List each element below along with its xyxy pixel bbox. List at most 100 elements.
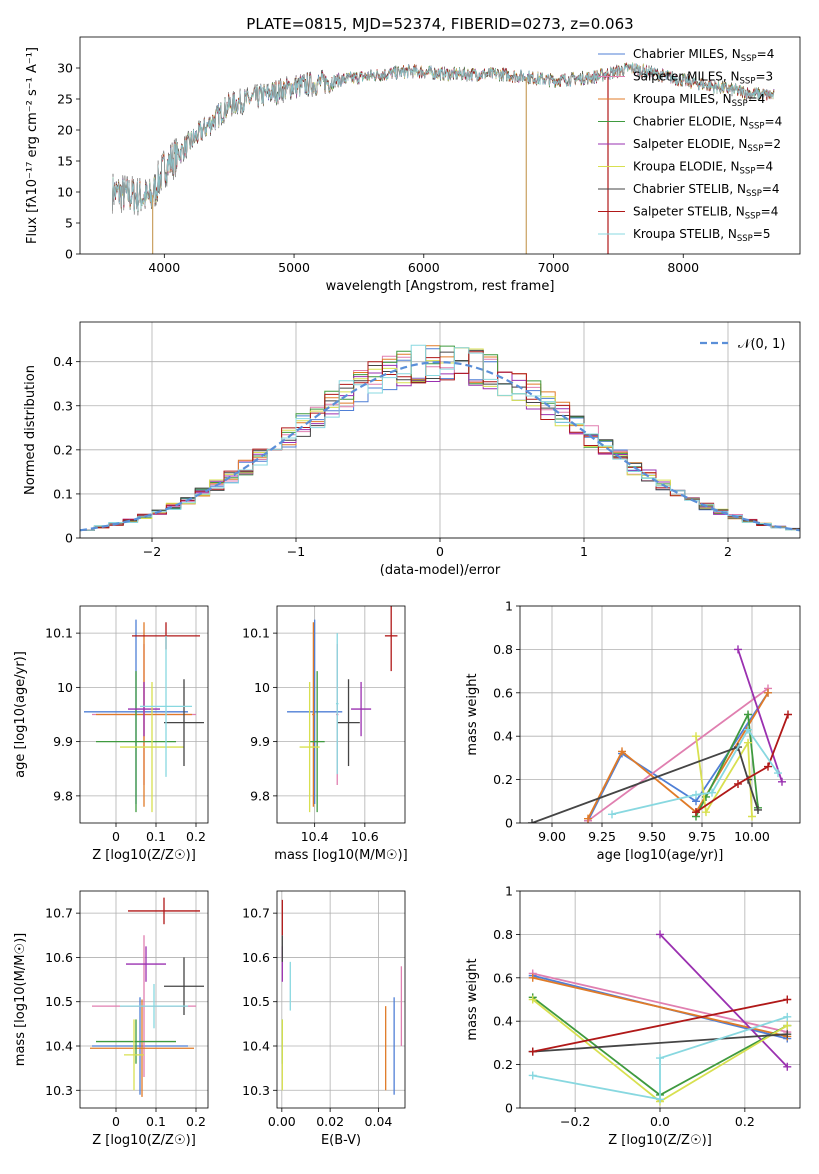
y-tick: 1 xyxy=(505,599,520,614)
weight-series-marker xyxy=(528,973,537,982)
y-tick: 10.5 xyxy=(45,994,80,1009)
y-tick: 0.2 xyxy=(493,1057,520,1072)
weight-series-marker xyxy=(764,688,772,697)
y-tick: 30 xyxy=(57,61,80,76)
x-tick-label: 0.2 xyxy=(735,1114,755,1129)
weight-series-marker xyxy=(618,747,626,756)
weight-series-marker xyxy=(734,779,742,788)
legend-label: Chabrier ELODIE, NSSP=4 xyxy=(633,115,782,132)
weight-vs-age-chart: 9.00 9.25 9.50 9.75 10.00 0 0.2 0.4 0.6 0.8 1 age [… xyxy=(465,599,801,863)
x-tick-label: 0.2 xyxy=(186,829,206,844)
x-tick-label: 10.6 xyxy=(351,829,379,844)
error-bar-point xyxy=(312,622,315,807)
legend-value: =4 xyxy=(765,115,783,129)
x-tick: −2 xyxy=(143,538,161,559)
y-tick-label: 1 xyxy=(505,884,513,899)
x-tick-label: 9.00 xyxy=(538,829,566,844)
x-tick-label: 8000 xyxy=(667,260,699,275)
y-tick-label: 0.4 xyxy=(493,1014,513,1029)
mass-vs-ebv-chart: 0.00 0.02 0.04 10.3 10.4 10.5 10.6 10.7 E(B-V) xyxy=(242,890,406,1148)
gaussian-reference-curve xyxy=(80,360,800,532)
y-tick-label: 0.2 xyxy=(53,442,73,457)
weight-series-line xyxy=(695,711,759,817)
x-tick-label: 0.02 xyxy=(316,1114,344,1129)
weight-series-line xyxy=(659,933,788,1068)
weight-series-line xyxy=(737,649,783,783)
x-tick-label: 0 xyxy=(436,544,444,559)
error-bar-point xyxy=(351,681,372,737)
legend-label: 𝒩(0, 1) xyxy=(738,337,785,352)
y-tick: 0.8 xyxy=(493,927,520,942)
y-tick-label: 0 xyxy=(65,531,73,546)
figure-title: PLATE=0815, MJD=52374, FIBERID=0273, z=0… xyxy=(246,15,633,33)
x-tick-label: 0 xyxy=(112,829,120,844)
weight-series-line xyxy=(532,1033,788,1053)
weight-series-marker xyxy=(528,819,536,823)
y-tick-label: 0.3 xyxy=(53,398,73,413)
y-tick-label: 10.6 xyxy=(45,950,73,965)
weight-series-marker xyxy=(783,1021,792,1030)
weight-series-line xyxy=(587,692,769,820)
legend-value: =4 xyxy=(757,47,775,61)
age-vs-metallicity-chart-frame xyxy=(79,605,209,824)
legend-label: Kroupa STELIB, NSSP=5 xyxy=(633,227,771,244)
weight-series-marker xyxy=(692,732,700,741)
legend-text: Salpeter ELODIE, N xyxy=(633,137,747,151)
y-tick-label: 0 xyxy=(505,816,513,831)
x-axis-label: age [log10(age/yr)] xyxy=(597,848,724,863)
error-bar-point xyxy=(287,619,343,805)
x-tick: 0.00 xyxy=(268,1108,296,1129)
error-bar-point xyxy=(90,999,194,1097)
y-tick: 0.4 xyxy=(493,729,520,744)
x-tick: 0.1 xyxy=(146,823,166,844)
y-tick-label: 0.2 xyxy=(493,772,513,787)
y-tick-label: 9.9 xyxy=(53,734,73,749)
weight-series-marker xyxy=(744,710,752,719)
y-tick-label: 15 xyxy=(57,154,73,169)
x-tick: 2 xyxy=(724,538,732,559)
y-tick: 10.3 xyxy=(45,1083,80,1098)
x-tick: 0.0 xyxy=(650,1108,670,1129)
x-tick-label: −0.2 xyxy=(560,1114,590,1129)
age-vs-metallicity-chart: 0 0.1 0.2 9.8 9.9 10 10.1 Z [log10(Z/Z☉)] age [l… xyxy=(13,605,209,863)
weight-series xyxy=(734,645,786,786)
legend-text: Chabrier MILES, N xyxy=(633,47,741,61)
y-tick-label: 9.8 xyxy=(250,788,270,803)
x-axis-label: wavelength [Angstrom, rest frame] xyxy=(326,279,555,294)
y-tick: 9.8 xyxy=(53,788,80,803)
x-tick-label: 0.0 xyxy=(650,1114,670,1129)
y-tick: 0 xyxy=(505,816,520,831)
spectrum-legend: Chabrier MILES, NSSP=4 Salpeter MILES, N S… xyxy=(598,47,782,244)
x-tick-label: −1 xyxy=(287,544,305,559)
y-tick-label: 5 xyxy=(65,216,73,231)
y-tick-label: 10.5 xyxy=(45,994,73,1009)
legend-text: Kroupa MILES, N xyxy=(633,92,732,106)
legend-text: Salpeter MILES, N xyxy=(633,70,740,84)
x-tick-label: 0 xyxy=(112,1114,120,1129)
y-tick-label: 0 xyxy=(65,247,73,262)
y-tick-label: 10.7 xyxy=(45,906,73,921)
x-axis-label: Z [log10(Z/Z☉)] xyxy=(92,848,196,863)
x-axis-label: mass [log10(M/M☉)] xyxy=(274,848,407,863)
weight-series xyxy=(528,995,792,1056)
y-tick: 10.1 xyxy=(242,626,277,641)
weight-series-marker xyxy=(748,812,756,821)
y-tick-label: 10.1 xyxy=(242,626,270,641)
y-tick: 10 xyxy=(57,680,80,695)
age-vs-mass-chart-frame xyxy=(276,605,406,824)
weight-series-marker xyxy=(656,1095,664,1104)
x-tick: 10.00 xyxy=(734,823,770,844)
y-axis-label: Normed distribution xyxy=(23,365,38,495)
legend-label: Chabrier MILES, NSSP=4 xyxy=(633,47,774,64)
error-bar-point xyxy=(96,1019,176,1064)
x-tick-label: 0.04 xyxy=(365,1114,393,1129)
y-tick: 10.6 xyxy=(45,950,80,965)
model-spectrum-line xyxy=(112,62,775,212)
x-axis-label: Z [log10(Z/Z☉)] xyxy=(92,1133,196,1148)
legend-text: Kroupa STELIB, N xyxy=(633,227,737,241)
y-axis-label: mass [log10(M/M☉)] xyxy=(13,933,28,1066)
y-tick: 0 xyxy=(505,1101,520,1116)
legend-value: =4 xyxy=(762,182,780,196)
x-tick-label: 9.50 xyxy=(638,829,666,844)
weight-series-line xyxy=(532,998,788,1053)
